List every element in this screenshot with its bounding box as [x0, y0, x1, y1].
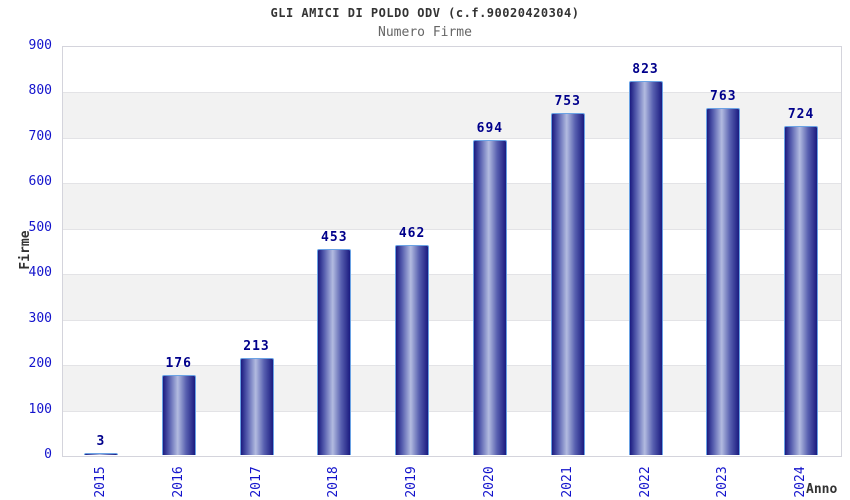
x-tick-label: 2017 [248, 466, 264, 498]
bar-2022 [628, 80, 663, 455]
bar-2017 [239, 358, 274, 455]
y-tick-label: 700 [28, 128, 52, 144]
gridline [63, 228, 841, 230]
bar-2019 [395, 245, 430, 455]
bar-2021 [550, 112, 585, 455]
y-tick-label: 400 [28, 265, 52, 281]
x-tick-label: 2016 [170, 466, 186, 498]
bar-2015 [83, 453, 118, 455]
y-tick-label: 600 [28, 174, 52, 190]
gridline [63, 365, 841, 367]
y-tick-label: 0 [44, 447, 52, 462]
y-tick-label: 200 [28, 356, 52, 372]
chart-subtitle: Numero Firme [378, 25, 472, 40]
x-tick-label: 2020 [481, 466, 497, 498]
gridline [63, 183, 841, 185]
gridline [63, 92, 841, 94]
y-tick-label: 900 [28, 38, 52, 53]
y-tick-label: 500 [28, 219, 52, 235]
bar-2024 [784, 125, 819, 455]
bar-value-label: 753 [554, 93, 581, 109]
bar-value-label: 176 [165, 356, 192, 372]
bar-2023 [706, 108, 741, 455]
bar-value-label: 462 [398, 226, 426, 242]
bar-value-label: 724 [787, 106, 815, 122]
bar-value-label: 694 [476, 120, 504, 136]
x-tick-label: 2019 [404, 466, 420, 498]
bar-2016 [161, 375, 196, 455]
chart-title: GLI AMICI DI POLDO ODV (c.f.90020420304) [270, 6, 580, 20]
bar-value-label: 823 [632, 61, 659, 77]
x-axis-label: Anno [806, 482, 838, 497]
gridline [63, 410, 841, 412]
x-tick-label: 2022 [637, 466, 653, 498]
bar-2018 [317, 249, 352, 455]
gridline [63, 319, 841, 321]
x-tick-label: 2018 [326, 466, 342, 498]
x-tick-label: 2021 [559, 466, 575, 498]
bar-value-label: 453 [321, 230, 348, 246]
x-tick-label: 2023 [715, 466, 731, 498]
y-tick-label: 800 [28, 83, 52, 99]
gridline [63, 137, 841, 139]
y-tick-label: 100 [28, 401, 52, 417]
bar-value-label: 763 [710, 89, 737, 105]
y-tick-label: 300 [28, 310, 52, 326]
gridline [63, 274, 841, 276]
x-tick-label: 2015 [92, 466, 108, 498]
bar-value-label: 3 [96, 434, 106, 449]
y-axis-label: Firme [18, 230, 33, 270]
bar-value-label: 213 [243, 339, 270, 355]
bar-2020 [472, 139, 507, 455]
